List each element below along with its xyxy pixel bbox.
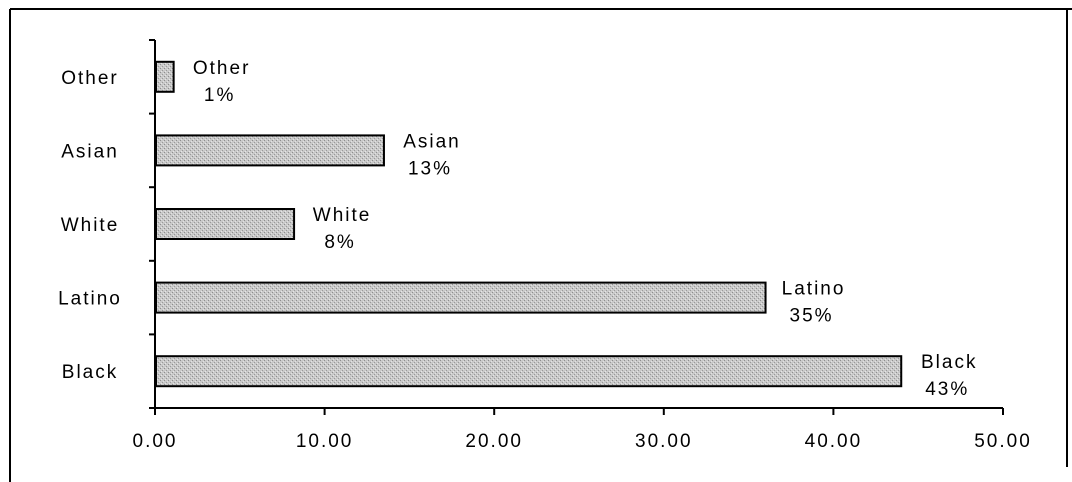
- data-label-percent: 43%: [925, 379, 969, 400]
- category-label-black: Black: [62, 362, 118, 383]
- data-label-percent: 8%: [324, 232, 355, 253]
- data-label-percent: 35%: [790, 306, 834, 327]
- bar-latino: [155, 281, 767, 314]
- x-tick-label: 0.00: [133, 431, 178, 452]
- category-label-white: White: [61, 215, 120, 236]
- bar-other: [155, 60, 175, 93]
- data-label-percent: 1%: [204, 85, 235, 106]
- data-label-name: Asian: [403, 131, 461, 152]
- data-label-percent: 13%: [408, 158, 452, 179]
- bar-white: [155, 208, 296, 240]
- x-tick-label: 10.00: [296, 431, 354, 452]
- data-label-name: Latino: [782, 279, 846, 300]
- data-label-name: Black: [921, 352, 977, 373]
- x-tick-label: 40.00: [805, 431, 863, 452]
- x-tick-label: 30.00: [635, 431, 693, 452]
- category-label-other: Other: [61, 68, 119, 89]
- bar-asian: [155, 134, 385, 167]
- x-tick-label: 50.00: [974, 431, 1032, 452]
- x-tick-label: 20.00: [465, 431, 523, 452]
- category-label-asian: Asian: [61, 141, 119, 162]
- data-label-name: Other: [193, 58, 251, 79]
- plot-area: 0.00 10.00 20.00 30.00 40.00 50.00 Black Black 4…: [58, 39, 1032, 452]
- category-label-latino: Latino: [58, 289, 122, 310]
- bar-black: [155, 355, 903, 388]
- data-label-name: White: [313, 205, 372, 226]
